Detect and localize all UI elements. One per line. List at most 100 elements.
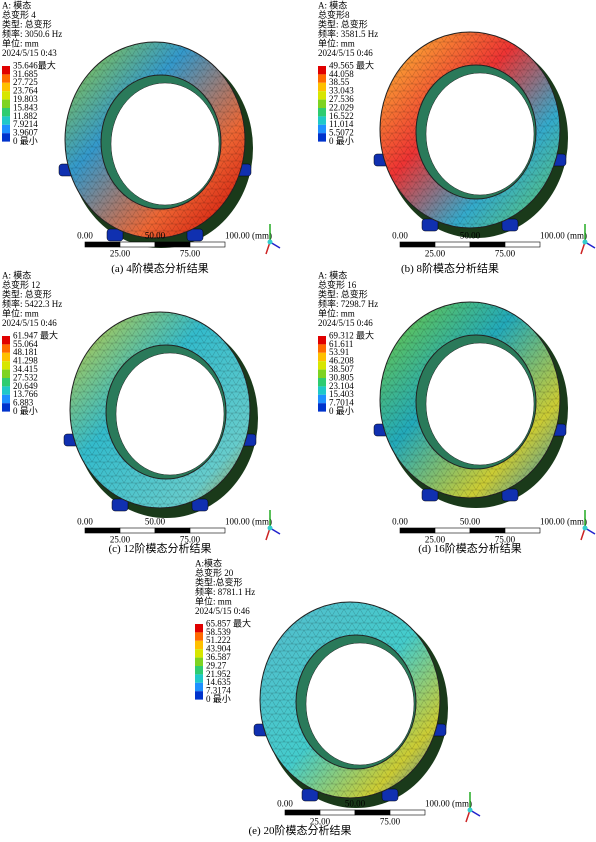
mount-tab xyxy=(421,488,439,502)
legend-swatch xyxy=(318,99,326,108)
mount-tab xyxy=(106,228,124,242)
header-line: 单位: mm xyxy=(195,595,232,606)
scale-label: 0.00 xyxy=(277,798,293,808)
legend-label: 61.947 最大 xyxy=(13,329,58,340)
legend-swatch xyxy=(2,369,10,378)
header-line: 频率: 3581.5 Hz xyxy=(318,28,378,39)
scale-label: 0.00 xyxy=(77,516,93,526)
legend-swatch xyxy=(2,116,10,125)
caption: (d) 16阶模态分析结果 xyxy=(418,541,522,555)
legend-swatch xyxy=(195,666,203,675)
legend-label: 6.883 xyxy=(13,398,34,408)
legend-label: 15.843 xyxy=(13,102,38,112)
legend-label: 34.415 xyxy=(13,364,38,374)
scale-segment xyxy=(84,527,121,534)
legend-swatch xyxy=(2,403,10,412)
header-line: 类型: 总变形 xyxy=(2,288,52,299)
legend-label: 0 最小 xyxy=(13,406,38,416)
legend-swatch xyxy=(195,657,203,666)
legend-swatch xyxy=(318,133,326,142)
scale-label: 75.00 xyxy=(380,816,401,826)
scale-label: 75.00 xyxy=(495,534,516,544)
scale-label: 0.00 xyxy=(392,516,408,526)
scale-label: 75.00 xyxy=(180,534,201,544)
axis-origin xyxy=(267,239,273,245)
header-line: 类型: 总变形 xyxy=(2,18,52,29)
header-line: 2024/5/15 0:46 xyxy=(318,48,373,58)
header-line: 类型:总变形 xyxy=(195,576,243,587)
ring-hole xyxy=(425,72,535,196)
legend-swatch xyxy=(318,403,326,412)
scale-segment xyxy=(434,527,471,534)
legend-swatch xyxy=(2,133,10,142)
legend-label: 43.904 xyxy=(206,644,231,654)
legend-swatch xyxy=(2,124,10,134)
scale-label: 75.00 xyxy=(180,248,201,258)
header-line: 频率: 3050.6 Hz xyxy=(2,28,62,39)
legend-swatch xyxy=(2,108,10,117)
legend-swatch xyxy=(318,124,326,134)
header-line: A: 模态 xyxy=(318,0,347,10)
header-line: 总变形8 xyxy=(318,9,350,20)
legend-swatch xyxy=(2,394,10,404)
legend-label: 58.539 xyxy=(206,627,231,637)
scale-label: 25.00 xyxy=(110,534,131,544)
scale-label: 100.00 (mm) xyxy=(225,516,272,526)
legend-label: 23.104 xyxy=(329,381,354,391)
mount-tab xyxy=(111,498,129,512)
header-line: 类型: 总变形 xyxy=(318,18,368,29)
scale-label: 50.00 xyxy=(460,230,481,240)
legend-label: 38.55 xyxy=(329,77,350,87)
legend-swatch xyxy=(318,344,326,353)
header-line: 总变形 12 xyxy=(2,279,40,290)
header-line: 频率: 7298.7 Hz xyxy=(318,298,378,309)
legend-label: 0 最小 xyxy=(13,136,38,146)
scale-segment xyxy=(469,241,506,248)
legend-label: 19.803 xyxy=(13,94,38,104)
legend-swatch xyxy=(2,386,10,395)
legend-swatch xyxy=(318,352,326,362)
scale-segment xyxy=(119,241,156,248)
legend-swatch xyxy=(318,378,326,387)
legend-swatch xyxy=(318,336,326,345)
scale-segment xyxy=(84,241,121,248)
axis-origin xyxy=(582,239,588,245)
ring-hole xyxy=(110,82,220,206)
legend-swatch xyxy=(195,632,203,641)
mount-tab xyxy=(381,788,399,802)
legend-label: 7.3174 xyxy=(206,686,231,696)
scale-segment xyxy=(469,527,506,534)
legend-label: 23.764 xyxy=(13,86,38,96)
legend-swatch xyxy=(2,66,10,75)
legend-label: 41.298 xyxy=(13,356,38,366)
legend-label: 38.507 xyxy=(329,364,354,374)
legend-label: 33.043 xyxy=(329,86,354,96)
scale-label: 25.00 xyxy=(425,248,446,258)
scale-segment xyxy=(319,809,356,816)
legend-swatch xyxy=(318,361,326,370)
legend-label: 3.9607 xyxy=(13,128,38,138)
header-line: 2024/5/15 0:46 xyxy=(2,318,57,328)
ring-hole xyxy=(425,342,535,466)
scale-label: 0.00 xyxy=(392,230,408,240)
header-line: A:模态 xyxy=(195,557,222,568)
scale-segment xyxy=(504,241,541,248)
header-line: A: 模态 xyxy=(2,0,31,10)
scale-label: 50.00 xyxy=(345,798,366,808)
header-line: 单位: mm xyxy=(2,307,39,318)
scale-label: 100.00 (mm) xyxy=(540,516,587,526)
caption: (c) 12阶模态分析结果 xyxy=(109,541,212,555)
legend-swatch xyxy=(2,378,10,387)
legend-label: 55.064 xyxy=(13,339,38,349)
header-line: 2024/5/15 0:46 xyxy=(195,606,250,616)
legend-swatch xyxy=(318,66,326,75)
scale-label: 100.00 (mm) xyxy=(540,230,587,240)
header-line: 类型: 总变形 xyxy=(318,288,368,299)
legend-label: 16.522 xyxy=(329,111,354,121)
scale-label: 100.00 (mm) xyxy=(425,798,472,808)
legend-label: 27.532 xyxy=(13,372,38,382)
ring-hole xyxy=(115,352,225,476)
